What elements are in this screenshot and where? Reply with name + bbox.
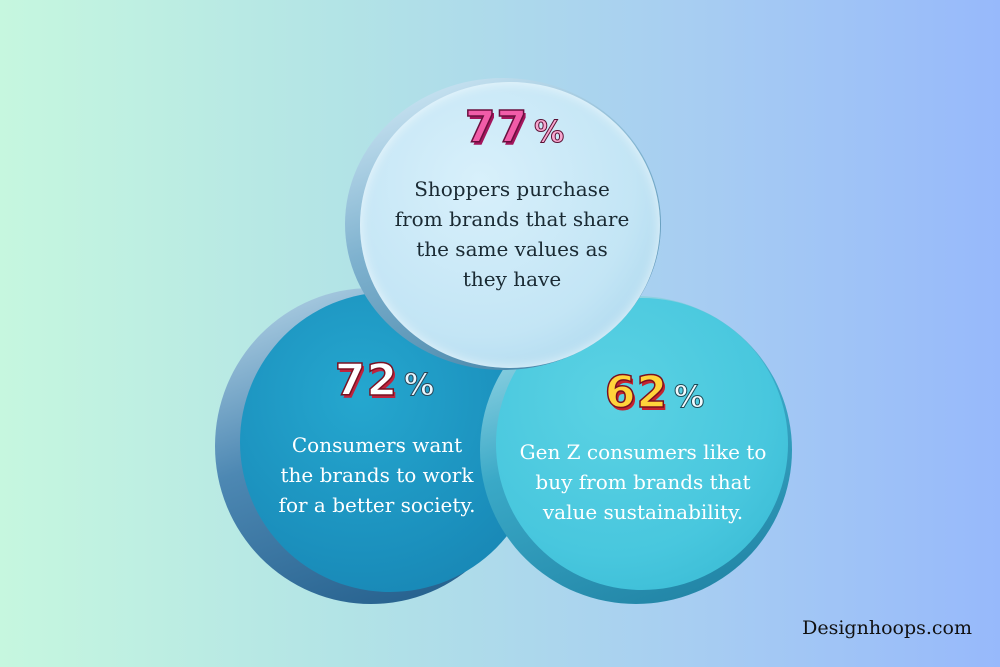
right-description-line: value sustainability.	[542, 500, 744, 524]
right-percentage: 62%	[585, 366, 725, 419]
top-percentage: 77%	[440, 101, 590, 154]
right-description: Gen Z consumers like to buy from brands …	[508, 437, 778, 527]
top-description-line: Shoppers purchase	[414, 177, 610, 201]
top-description: Shoppers purchase from brands that share…	[372, 174, 652, 294]
left-description: Consumers want the brands to work for a …	[262, 430, 492, 520]
right-description-line: Gen Z consumers like to	[519, 440, 767, 464]
top-description-line: the same values as	[416, 237, 608, 261]
left-description-line: the brands to work	[280, 463, 474, 487]
left-description-line: Consumers want	[291, 433, 463, 457]
top-percentage-sign: %	[534, 115, 566, 151]
site-credit: Designhoops.com	[802, 617, 972, 639]
right-percentage-sign: %	[674, 380, 706, 416]
left-description-line: for a better society.	[278, 493, 476, 517]
top-percentage-number: 77	[464, 101, 529, 154]
top-description-line: from brands that share	[394, 207, 630, 231]
left-percentage-number: 72	[334, 354, 399, 407]
right-description-line: buy from brands that	[535, 470, 751, 494]
top-circle	[360, 82, 660, 368]
top-description-line: they have	[462, 267, 562, 291]
left-percentage-sign: %	[404, 368, 436, 404]
left-percentage: 72%	[300, 354, 470, 407]
right-percentage-number: 62	[604, 366, 669, 419]
